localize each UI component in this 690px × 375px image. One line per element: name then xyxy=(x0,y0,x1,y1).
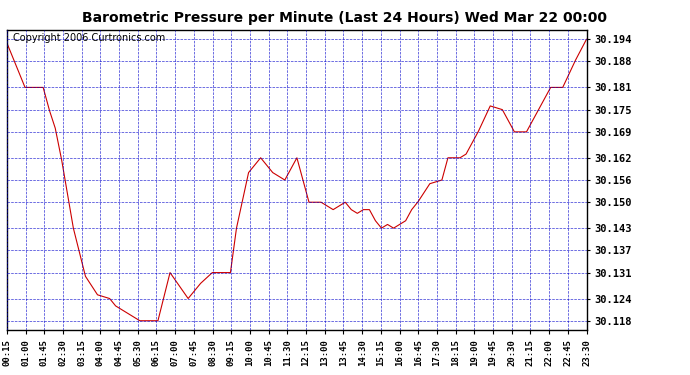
Text: Copyright 2006 Curtronics.com: Copyright 2006 Curtronics.com xyxy=(12,33,165,43)
Text: Barometric Pressure per Minute (Last 24 Hours) Wed Mar 22 00:00: Barometric Pressure per Minute (Last 24 … xyxy=(83,11,607,25)
